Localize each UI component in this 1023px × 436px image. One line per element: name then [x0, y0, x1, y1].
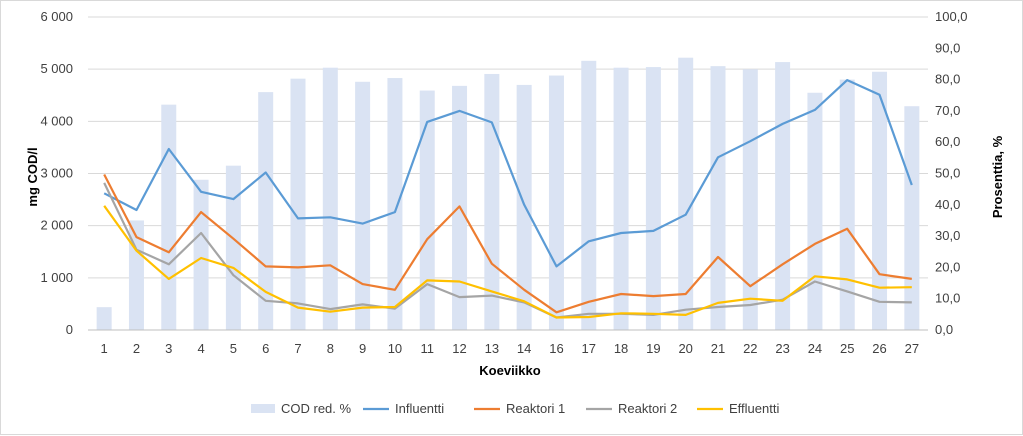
- bar: [548, 75, 564, 330]
- bar: [128, 220, 144, 330]
- legend-label-reaktori-1: Reaktori 1: [506, 401, 565, 416]
- y2-tick-label: 40,0: [935, 197, 960, 212]
- x-axis-title: Koeviikko: [479, 363, 540, 378]
- bar: [613, 67, 629, 331]
- legend-label-effluentti: Effluentti: [729, 401, 779, 416]
- y2-tick-label: 90,0: [935, 40, 960, 55]
- y-axis-left: 0 1 000 2 000 3 000 4 000 5 000 6 000: [40, 9, 73, 337]
- y-tick-label: 2 000: [40, 218, 73, 233]
- y-tick-label: 0: [66, 322, 73, 337]
- line-reaktori-1: [103, 173, 912, 314]
- bar: [258, 92, 274, 331]
- bar: [322, 67, 338, 331]
- x-tick-label: 1: [101, 341, 108, 356]
- y-tick-label: 6 000: [40, 9, 73, 24]
- x-tick-label: 6: [262, 341, 269, 356]
- x-tick-label: 5: [230, 341, 237, 356]
- legend-swatch-cod-red: [251, 404, 275, 413]
- bar: [839, 79, 855, 330]
- bar: [678, 57, 694, 330]
- y2-tick-label: 10,0: [935, 291, 960, 306]
- y2-axis-title: Prosenttia, %: [990, 135, 1005, 218]
- bar: [387, 78, 403, 330]
- bar: [290, 78, 306, 330]
- bar: [581, 60, 597, 330]
- bar: [355, 81, 371, 330]
- x-tick-label: 19: [646, 341, 660, 356]
- legend: COD red. % Influentti Reaktori 1 Reaktori 2…: [251, 401, 779, 416]
- x-tick-label: 21: [711, 341, 725, 356]
- x-tick-label: 11: [420, 341, 434, 356]
- x-tick-label: 10: [388, 341, 402, 356]
- legend-label-reaktori-2: Reaktori 2: [618, 401, 677, 416]
- x-tick-label: 23: [775, 341, 789, 356]
- y2-tick-label: 70,0: [935, 103, 960, 118]
- y-tick-label: 5 000: [40, 61, 73, 76]
- bar: [904, 106, 920, 330]
- y-tick-label: 3 000: [40, 166, 73, 181]
- bar: [96, 307, 112, 330]
- x-axis: 1 2 3 4 5 6 7 8 9 10 11 12 13 14 16 17 18 19 20 21 22 23 24 25 2…: [88, 329, 928, 356]
- x-tick-label: 20: [678, 341, 692, 356]
- y-tick-label: 4 000: [40, 113, 73, 128]
- bar: [225, 165, 241, 330]
- y2-tick-label: 0,0: [935, 322, 953, 337]
- bar: [419, 90, 435, 331]
- x-tick-label: 18: [614, 341, 628, 356]
- x-tick-label: 17: [582, 341, 596, 356]
- x-tick-label: 13: [485, 341, 499, 356]
- x-tick-label: 2: [133, 341, 140, 356]
- y2-tick-label: 20,0: [935, 259, 960, 274]
- x-tick-label: 25: [840, 341, 854, 356]
- bar: [193, 179, 209, 330]
- x-tick-label: 26: [872, 341, 886, 356]
- y2-tick-label: 100,0: [935, 9, 968, 24]
- bar: [872, 71, 888, 331]
- y-axis-right: 0,0 10,0 20,0 30,0 40,0 50,0 60,0 70,0 80,0 90,0 1…: [935, 9, 968, 337]
- bar: [516, 84, 532, 331]
- y-tick-label: 1 000: [40, 270, 73, 285]
- x-tick-label: 22: [743, 341, 757, 356]
- y2-tick-label: 60,0: [935, 134, 960, 149]
- bar: [645, 67, 661, 330]
- x-tick-label: 4: [197, 341, 204, 356]
- line-effluentti: [103, 205, 912, 319]
- x-tick-label: 9: [359, 341, 366, 356]
- y2-tick-label: 30,0: [935, 228, 960, 243]
- x-tick-label: 27: [905, 341, 919, 356]
- line-influentti: [103, 78, 913, 268]
- x-tick-label: 3: [165, 341, 172, 356]
- y2-tick-label: 50,0: [935, 166, 960, 181]
- y-axis-title: mg COD/l: [25, 147, 40, 206]
- bar: [710, 66, 726, 331]
- bar: [775, 62, 791, 331]
- x-tick-label: 16: [549, 341, 563, 356]
- x-tick-label: 24: [808, 341, 822, 356]
- x-tick-label: 12: [452, 341, 466, 356]
- legend-label-cod-red: COD red. %: [281, 401, 352, 416]
- x-tick-label: 14: [517, 341, 531, 356]
- bar: [742, 69, 758, 331]
- y2-tick-label: 80,0: [935, 72, 960, 87]
- gridlines: [88, 16, 928, 331]
- legend-label-influentti: Influentti: [395, 401, 444, 416]
- line-series: [103, 78, 913, 319]
- bar: [161, 104, 177, 330]
- bar: [807, 92, 823, 330]
- x-tick-label: 8: [327, 341, 334, 356]
- x-tick-label: 7: [294, 341, 301, 356]
- bar-series-cod-red: [96, 57, 920, 331]
